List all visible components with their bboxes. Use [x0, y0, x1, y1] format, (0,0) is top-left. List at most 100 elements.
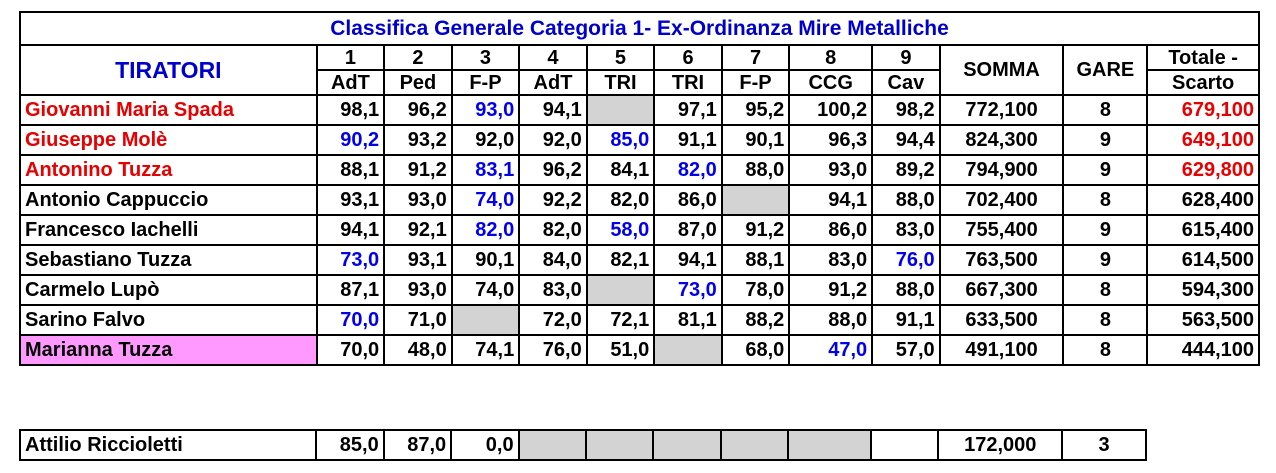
score-cell: 94,1 — [788, 184, 874, 216]
score-cell: 88,0 — [720, 154, 791, 186]
header-code: TRI — [585, 69, 656, 96]
score-cell: 88,1 — [720, 244, 791, 276]
totale-cell: 614,500 — [1146, 244, 1260, 276]
score-cell: 73,0 — [653, 274, 723, 306]
score-cell: 83,0 — [788, 244, 874, 276]
header-totale: Totale - — [1146, 44, 1260, 71]
header-code: Ped — [383, 69, 453, 96]
score-cell: 91,2 — [788, 274, 874, 306]
score-cell: 82,0 — [518, 214, 588, 246]
table-row: Antonio Cappuccio 93,1 93,0 74,0 92,2 82… — [19, 184, 1260, 216]
score-cell: 93,0 — [383, 184, 453, 216]
totale-cell: 615,400 — [1146, 214, 1260, 246]
table-row: Antonino Tuzza 88,1 91,2 83,1 96,2 84,1 … — [19, 154, 1260, 186]
score-cell: 95,2 — [720, 94, 791, 126]
totale-cell: 629,800 — [1146, 154, 1260, 186]
score-cell: 82,0 — [450, 214, 521, 246]
table-row: Marianna Tuzza 70,0 48,0 74,1 76,0 51,0 … — [19, 334, 1260, 366]
score-cell-empty — [517, 429, 588, 461]
score-cell: 86,0 — [653, 184, 723, 216]
score-cell: 83,0 — [871, 214, 941, 246]
score-cell: 74,0 — [450, 274, 521, 306]
totale-cell: 649,100 — [1146, 124, 1260, 156]
somma-cell: 772,100 — [938, 94, 1065, 126]
score-cell: 94,1 — [518, 94, 588, 126]
table-row: Giuseppe Molè 90,2 93,2 92,0 92,0 85,0 9… — [19, 124, 1260, 156]
score-cell: 82,1 — [585, 244, 656, 276]
score-cell: 92,1 — [383, 214, 453, 246]
score-cell: 94,1 — [653, 244, 723, 276]
score-cell: 87,0 — [653, 214, 723, 246]
score-cell: 88,0 — [871, 184, 941, 216]
shooter-name: Marianna Tuzza — [19, 334, 318, 366]
shooter-name: Antonio Cappuccio — [19, 184, 318, 216]
score-cell: 93,0 — [450, 94, 521, 126]
header-tiratori: TIRATORI — [19, 44, 318, 96]
somma-cell: 794,900 — [938, 154, 1065, 186]
gare-cell: 9 — [1062, 244, 1149, 276]
score-cell-empty — [720, 184, 791, 216]
table-row: Carmelo Lupò 87,1 93,0 74,0 83,0 73,0 78… — [19, 274, 1260, 306]
score-cell: 74,0 — [450, 184, 521, 216]
header-number: 1 — [315, 44, 386, 71]
score-cell: 91,2 — [720, 214, 791, 246]
score-cell: 97,1 — [653, 94, 723, 126]
somma-cell: 763,500 — [938, 244, 1065, 276]
table-row: Giovanni Maria Spada 98,1 96,2 93,0 94,1… — [19, 94, 1260, 126]
score-cell: 70,0 — [315, 304, 386, 336]
score-cell: 88,0 — [871, 274, 941, 306]
score-cell: 76,0 — [518, 334, 588, 366]
score-cell: 88,2 — [720, 304, 791, 336]
header-code: Cav — [871, 69, 941, 96]
score-cell: 90,1 — [720, 124, 791, 156]
score-cell: 89,2 — [871, 154, 941, 186]
totale-cell: 679,100 — [1146, 94, 1260, 126]
header-code: CCG — [788, 69, 874, 96]
gare-cell: 8 — [1062, 94, 1149, 126]
score-cell: 76,0 — [871, 244, 941, 276]
score-cell: 96,2 — [383, 94, 453, 126]
score-cell: 81,1 — [653, 304, 723, 336]
score-cell: 84,1 — [585, 154, 656, 186]
score-cell: 57,0 — [871, 334, 941, 366]
header-number: 2 — [383, 44, 453, 71]
score-cell: 83,1 — [450, 154, 521, 186]
score-cell: 94,4 — [871, 124, 941, 156]
score-cell-empty — [450, 304, 521, 336]
classification-table: Classifica Generale Categoria 1- Ex-Ordi… — [19, 11, 1260, 366]
header-code: AdT — [315, 69, 386, 96]
somma-cell: 755,400 — [938, 214, 1065, 246]
score-cell-empty — [870, 429, 940, 461]
score-cell: 82,0 — [585, 184, 656, 216]
score-cell-empty — [652, 429, 722, 461]
header-number: 6 — [653, 44, 723, 71]
gare-cell: 9 — [1062, 124, 1149, 156]
header-number: 7 — [720, 44, 791, 71]
table-title: Classifica Generale Categoria 1- Ex-Ordi… — [19, 11, 1260, 46]
shooter-name: Attilio Riccioletti — [18, 429, 318, 461]
score-cell: 92,0 — [450, 124, 521, 156]
score-cell: 74,1 — [450, 334, 521, 366]
score-cell: 68,0 — [720, 334, 791, 366]
score-cell: 72,0 — [518, 304, 588, 336]
somma-cell: 172,000 — [937, 429, 1064, 461]
score-cell: 48,0 — [383, 334, 453, 366]
header-code: TRI — [653, 69, 723, 96]
score-cell: 51,0 — [585, 334, 656, 366]
header-number: 5 — [585, 44, 656, 71]
score-cell: 71,0 — [383, 304, 453, 336]
score-cell: 90,1 — [450, 244, 521, 276]
score-cell: 93,0 — [788, 154, 874, 186]
score-cell: 96,3 — [788, 124, 874, 156]
shooter-name: Sebastiano Tuzza — [19, 244, 318, 276]
score-cell: 73,0 — [315, 244, 386, 276]
table-row: Sebastiano Tuzza 73,0 93,1 90,1 84,0 82,… — [19, 244, 1260, 276]
header-gare: GARE — [1062, 44, 1149, 96]
score-cell-empty — [719, 429, 790, 461]
score-cell: 93,0 — [383, 274, 453, 306]
somma-cell: 491,100 — [938, 334, 1065, 366]
gare-cell: 8 — [1062, 184, 1149, 216]
score-cell: 87,1 — [315, 274, 386, 306]
score-cell: 87,0 — [382, 429, 453, 461]
score-cell-empty — [585, 274, 656, 306]
